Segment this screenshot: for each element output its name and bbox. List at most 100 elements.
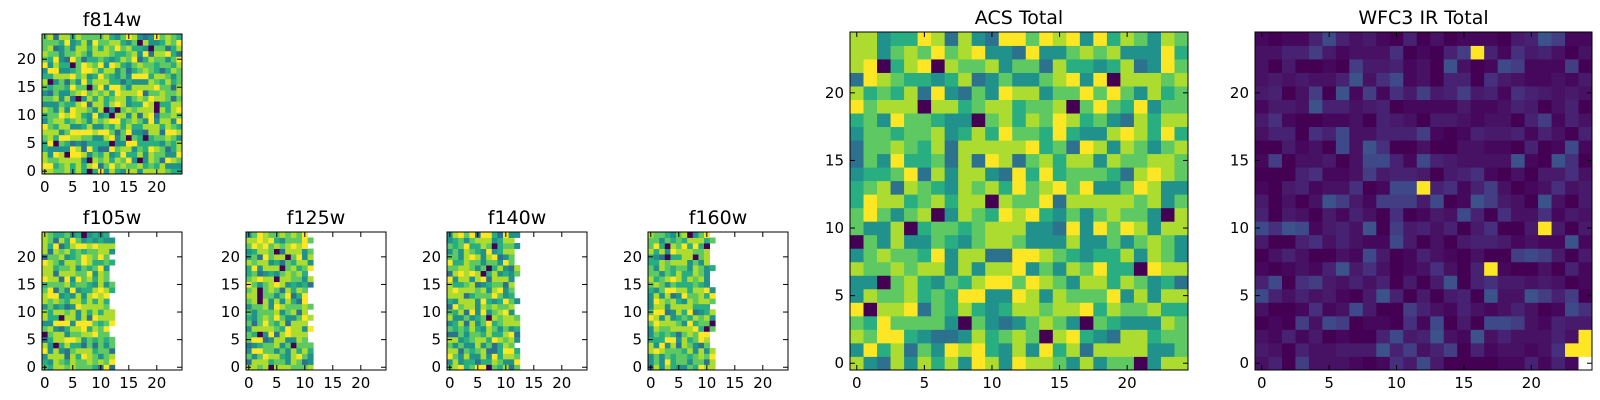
heatmap-cell xyxy=(131,45,138,52)
heatmap-cell xyxy=(159,157,166,164)
heatmap-cell xyxy=(81,118,88,124)
heatmap-cell xyxy=(890,342,905,357)
heatmap-cell xyxy=(75,243,82,249)
heatmap-cell xyxy=(664,364,671,371)
heatmap-cell xyxy=(1052,126,1067,141)
heatmap-cell xyxy=(58,112,65,119)
heatmap-cell xyxy=(302,325,308,332)
heatmap-cell xyxy=(1335,356,1350,371)
heatmap-cell xyxy=(664,325,671,332)
heatmap-cell xyxy=(1012,261,1027,276)
heatmap-cell xyxy=(1362,261,1377,276)
heatmap-cell xyxy=(1120,315,1135,330)
heatmap-cell xyxy=(1322,221,1337,236)
heatmap-cell xyxy=(664,331,671,338)
heatmap-cell xyxy=(1403,261,1418,276)
heatmap-cell xyxy=(659,265,666,272)
heatmap-cell xyxy=(64,78,71,85)
heatmap-cell xyxy=(447,259,453,266)
heatmap-cell xyxy=(257,298,264,305)
heatmap-cell xyxy=(1039,99,1054,114)
heatmap-cell xyxy=(307,364,314,371)
heatmap-cell xyxy=(1079,99,1094,114)
heatmap-cell xyxy=(491,320,498,327)
heatmap-cell xyxy=(1160,329,1175,344)
heatmap-cell xyxy=(296,331,303,338)
heatmap-cell xyxy=(659,243,666,249)
heatmap-cell xyxy=(81,259,88,266)
heatmap-cell xyxy=(64,50,71,57)
heatmap-cell xyxy=(850,194,864,209)
heatmap-cell xyxy=(1578,153,1593,168)
heatmap-cell xyxy=(469,309,476,316)
heatmap-cell xyxy=(109,101,116,108)
heatmap-cell xyxy=(126,157,132,164)
heatmap-cell xyxy=(1457,329,1472,344)
heatmap-cell xyxy=(154,106,160,113)
heatmap-cell xyxy=(70,336,76,343)
heatmap-cell xyxy=(1079,153,1094,168)
heatmap-cell xyxy=(81,62,88,68)
heatmap-cell xyxy=(1470,99,1485,114)
heatmap-cell xyxy=(480,309,487,316)
heatmap-cell xyxy=(503,336,509,343)
heatmap-cell xyxy=(1052,113,1067,128)
heatmap-cell xyxy=(1416,302,1431,317)
heatmap-cell xyxy=(92,140,99,147)
heatmap-cell xyxy=(64,254,71,260)
heatmap-cell xyxy=(1268,72,1283,87)
heatmap-cell xyxy=(1551,275,1566,290)
heatmap-cell xyxy=(159,95,166,102)
heatmap-cell xyxy=(497,237,504,244)
heatmap-cell xyxy=(1133,302,1148,317)
heatmap-cell xyxy=(1538,59,1552,73)
heatmap-cell xyxy=(653,259,660,266)
heatmap-cell xyxy=(503,353,509,360)
heatmap-cell xyxy=(296,243,303,249)
heatmap-cell xyxy=(1093,342,1108,357)
heatmap-cell xyxy=(917,99,932,114)
heatmap-cell xyxy=(1093,72,1108,87)
heatmap-cell xyxy=(1551,126,1566,141)
heatmap-cell xyxy=(170,157,177,164)
heatmap-cell xyxy=(1484,315,1499,330)
heatmap-cell xyxy=(58,281,65,288)
heatmap-cell xyxy=(475,336,481,343)
heatmap-cell xyxy=(1551,329,1566,344)
heatmap-cell xyxy=(1012,32,1027,46)
heatmap-cell xyxy=(154,146,160,152)
heatmap-cell xyxy=(159,34,166,40)
heatmap-cell xyxy=(92,265,99,272)
heatmap-cell xyxy=(98,106,104,113)
heatmap-cell xyxy=(64,56,71,63)
heatmap-cell xyxy=(1106,302,1121,317)
heatmap-cell xyxy=(70,106,76,113)
heatmap-cell xyxy=(698,270,705,277)
heatmap-cell xyxy=(659,347,666,354)
y-tick-label: 20 xyxy=(221,248,240,266)
heatmap-cell xyxy=(1308,248,1323,263)
heatmap-cell xyxy=(1376,180,1391,195)
heatmap-cell xyxy=(1497,207,1512,222)
heatmap-cell xyxy=(958,315,973,330)
heatmap-cell xyxy=(1133,261,1148,276)
heatmap-cell xyxy=(985,275,1000,290)
heatmap-cell xyxy=(103,45,110,52)
heatmap-cell xyxy=(659,309,666,316)
heatmap-cell xyxy=(98,129,104,136)
heatmap-cell xyxy=(1362,315,1377,330)
heatmap-cell xyxy=(75,39,82,46)
heatmap-cell xyxy=(452,358,459,365)
heatmap-cell xyxy=(676,254,682,260)
heatmap-cell xyxy=(1066,329,1081,344)
heatmap-cell xyxy=(1457,356,1472,371)
heatmap-cell xyxy=(262,232,269,238)
heatmap-cell xyxy=(148,50,155,57)
heatmap-cell xyxy=(109,39,116,46)
heatmap-cell xyxy=(491,259,498,266)
heatmap-cell xyxy=(1497,194,1512,209)
heatmap-cell xyxy=(103,56,110,63)
heatmap-cell xyxy=(251,331,258,338)
heatmap-cell xyxy=(103,39,110,46)
